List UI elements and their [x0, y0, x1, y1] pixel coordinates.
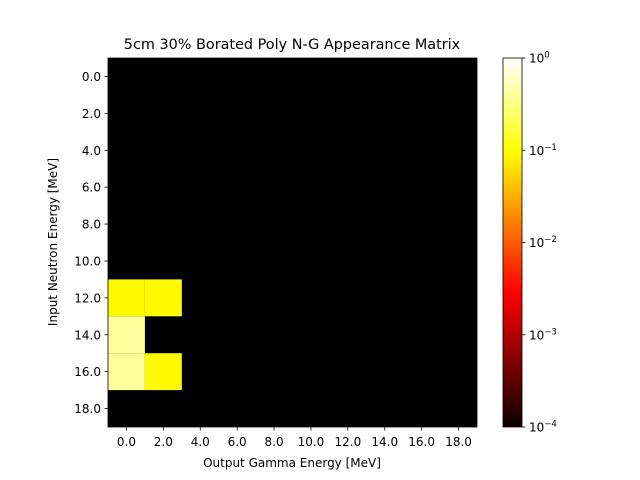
- y-tick-label: 2.0: [82, 107, 101, 121]
- x-axis-label: Output Gamma Energy [MeV]: [203, 456, 381, 470]
- chart-title: 5cm 30% Borated Poly N-G Appearance Matr…: [124, 37, 461, 53]
- x-tick-label: 8.0: [265, 435, 284, 449]
- x-tick-label: 18.0: [445, 435, 472, 449]
- x-axis-ticks: 0.0 2.0 4.0 6.0 8.0 10.0 12.0 14.0 16.0 18.0: [117, 427, 472, 449]
- x-tick-label: 14.0: [371, 435, 398, 449]
- colorbar: 100 10−1 10−2 10−3 10−4: [502, 51, 557, 435]
- y-axis-ticks: 0.0 2.0 4.0 6.0 8.0 10.0 12.0 14.0 16.0 18.0: [74, 70, 108, 416]
- x-tick-label: 0.0: [117, 435, 136, 449]
- x-tick-label: 10.0: [298, 435, 325, 449]
- x-tick-label: 12.0: [334, 435, 361, 449]
- y-tick-label: 16.0: [74, 365, 101, 379]
- heatmap-cell: [144, 279, 182, 317]
- x-tick-label: 4.0: [191, 435, 210, 449]
- heatmap-cell: [108, 353, 145, 391]
- plot-area: [107, 57, 478, 428]
- y-tick-label: 6.0: [82, 181, 101, 195]
- colorbar-tick-label: 10−4: [529, 420, 557, 435]
- heatmap-cell: [108, 316, 145, 354]
- heatmap-cell: [144, 353, 182, 391]
- heatmap-cell: [108, 279, 145, 317]
- colorbar-gradient: [502, 57, 523, 428]
- x-tick-label: 16.0: [408, 435, 435, 449]
- y-tick-label: 4.0: [82, 144, 101, 158]
- x-tick-label: 6.0: [228, 435, 247, 449]
- y-tick-label: 18.0: [74, 402, 101, 416]
- y-tick-label: 10.0: [74, 254, 101, 268]
- x-tick-label: 2.0: [154, 435, 173, 449]
- y-tick-label: 0.0: [82, 70, 101, 84]
- y-tick-label: 8.0: [82, 218, 101, 232]
- colorbar-tick-label: 10−1: [529, 143, 557, 158]
- colorbar-tick-label: 100: [529, 51, 550, 66]
- colorbar-tick-label: 10−3: [529, 327, 557, 342]
- plot-frame: [107, 57, 478, 428]
- colorbar-tick-label: 10−2: [529, 235, 557, 250]
- y-tick-label: 14.0: [74, 328, 101, 342]
- y-axis-label: Input Neutron Energy [MeV]: [46, 158, 60, 326]
- y-tick-label: 12.0: [74, 291, 101, 305]
